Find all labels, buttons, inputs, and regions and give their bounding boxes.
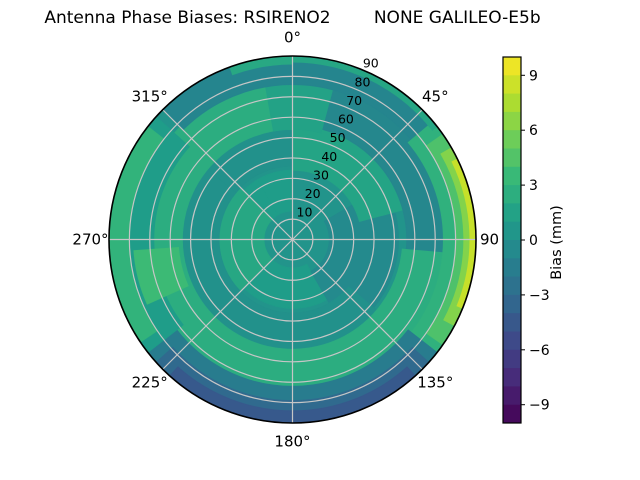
azimuth-tick-label: 90 <box>480 231 499 249</box>
azimuth-tick-label: 180° <box>274 433 310 451</box>
colorbar-label: Bias (mm) <box>549 205 565 280</box>
radial-tick-label: 90 <box>363 56 379 71</box>
grid-spoke <box>162 239 293 370</box>
azimuth-tick-label: 135° <box>417 373 453 391</box>
colorbar-tick-label: −9 <box>529 398 550 414</box>
radial-tick-label: 50 <box>330 130 346 145</box>
colorbar-band <box>503 349 521 369</box>
colorbar-tick-label: 0 <box>529 233 538 249</box>
colorbar-band <box>503 166 521 186</box>
azimuth-tick-label: 45° <box>422 88 449 106</box>
radial-tick-label: 60 <box>338 112 354 127</box>
azimuth-tick-label: 225° <box>132 373 168 391</box>
colorbar: 9 6 3 0 −3 −6 −9 <box>502 56 550 424</box>
colorbar-tick-label: 3 <box>529 178 538 194</box>
colorbar-band <box>503 368 521 387</box>
colorbar-band <box>503 130 521 149</box>
contour-segment <box>133 247 189 305</box>
colorbar-tick-label: 9 <box>529 68 538 84</box>
colorbar-band <box>503 313 521 332</box>
grid-spoke <box>292 109 423 240</box>
colorbar-band <box>503 386 521 406</box>
colorbar-band <box>503 258 521 278</box>
colorbar-band <box>503 111 521 131</box>
azimuth-tick-label: 270° <box>72 231 108 249</box>
radial-tick-label: 40 <box>321 149 337 164</box>
colorbar-band <box>503 331 521 351</box>
colorbar-band <box>503 294 521 314</box>
grid-spoke <box>162 109 293 240</box>
polar-grid <box>108 55 477 424</box>
colorbar-tick-label: 6 <box>529 123 538 139</box>
radial-tick-label: 70 <box>346 93 362 108</box>
radial-tick-label: 30 <box>313 167 329 182</box>
colorbar-band <box>503 185 521 204</box>
colorbar-tick-label: −6 <box>529 343 550 359</box>
contour-layer <box>108 55 477 424</box>
colorbar-band <box>503 203 521 223</box>
colorbar-band <box>503 148 521 168</box>
colorbar-band <box>503 93 521 113</box>
colorbar-tick-label: −3 <box>529 288 550 304</box>
azimuth-tick-label: 315° <box>132 88 168 106</box>
plot-title: Antenna Phase Biases: RSIRENO2 NONE GALI… <box>44 8 541 28</box>
radial-tick-label: 10 <box>297 205 313 220</box>
axis-labels: 0° 45° 90 135° 180° 225° 270° 315° 10 20 30 40 50 60 7… <box>72 29 499 451</box>
polar-outline <box>108 55 477 424</box>
azimuth-tick-label: 0° <box>284 29 301 47</box>
colorbar-band <box>503 221 521 241</box>
radial-tick-label: 80 <box>355 74 371 89</box>
colorbar-band <box>503 75 521 95</box>
grid-spoke <box>292 239 423 370</box>
radial-tick-label: 20 <box>305 186 321 201</box>
colorbar-band <box>503 276 521 296</box>
colorbar-band <box>503 404 521 423</box>
colorbar-band <box>503 57 521 76</box>
colorbar-band <box>503 240 521 259</box>
